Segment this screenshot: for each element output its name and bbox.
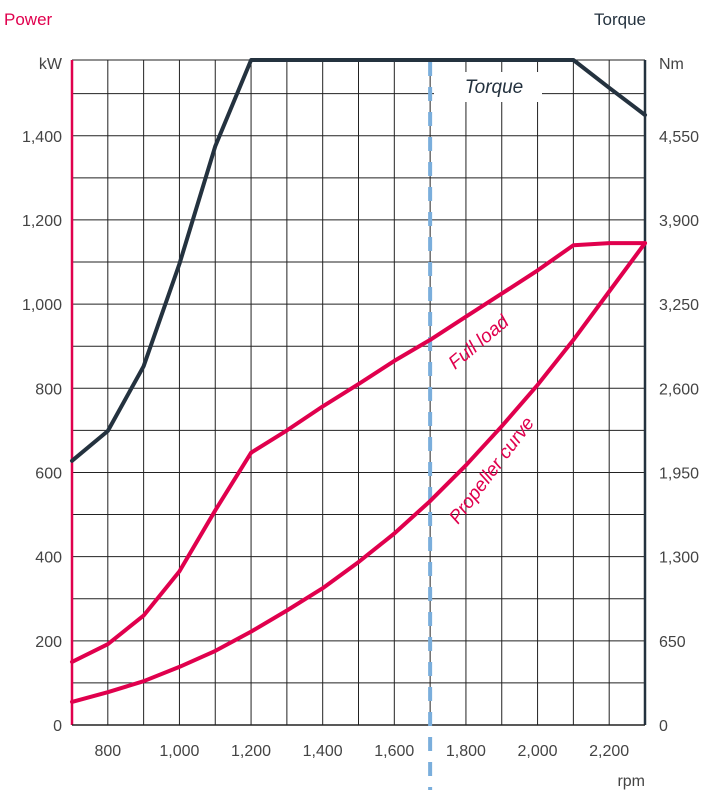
y-right-tick-label: 4,550 <box>659 129 699 146</box>
axes <box>70 60 647 726</box>
x-tick-label: 1,400 <box>303 743 343 760</box>
y-left-tick-label: 1,000 <box>22 297 62 314</box>
full-load-series-line <box>70 241 647 664</box>
x-tick-label: 1,800 <box>446 743 486 760</box>
y-right-tick-label: 1,950 <box>659 465 699 482</box>
y-right-tick-label: 0 <box>659 718 668 735</box>
torque-series-label: Torque <box>465 77 523 98</box>
y-left-tick-label: 400 <box>35 550 62 567</box>
grid-lines <box>71 59 646 726</box>
x-tick-label: 2,200 <box>589 743 629 760</box>
x-axis-unit: rpm <box>617 773 645 790</box>
x-tick-label: 1,600 <box>374 743 414 760</box>
y-left-tick-label: 200 <box>35 634 62 651</box>
x-tick-label: 2,000 <box>518 743 558 760</box>
data-series <box>70 58 647 704</box>
right-axis-title: Torque <box>594 10 646 29</box>
y-right-tick-label: 3,250 <box>659 297 699 314</box>
y-right-tick-label: 650 <box>659 634 686 651</box>
y-left-tick-label: 0 <box>53 718 62 735</box>
full-load-series-label: Full load <box>445 311 515 374</box>
y-right-tick-label: 2,600 <box>659 381 699 398</box>
y-left-tick-label: 600 <box>35 465 62 482</box>
y-right-tick-label: 3,900 <box>659 213 699 230</box>
torque-label-bg <box>434 72 542 102</box>
right-axis-unit: Nm <box>659 56 684 73</box>
left-axis-title: Power <box>4 10 53 29</box>
left-axis-unit: kW <box>39 56 63 73</box>
x-tick-label: 800 <box>94 743 121 760</box>
y-right-tick-label: 1,300 <box>659 550 699 567</box>
torque-series-line <box>70 58 647 463</box>
y-left-tick-label: 1,400 <box>22 129 62 146</box>
x-tick-label: 1,200 <box>231 743 271 760</box>
tick-labels: 800 1,000 1,200 1,400 1,600 1,800 2,000 2,200 0 2… <box>22 129 699 760</box>
y-left-tick-label: 1,200 <box>22 213 62 230</box>
propeller-curve-series-line <box>70 241 647 704</box>
y-left-tick-label: 800 <box>35 381 62 398</box>
x-tick-label: 1,000 <box>159 743 199 760</box>
